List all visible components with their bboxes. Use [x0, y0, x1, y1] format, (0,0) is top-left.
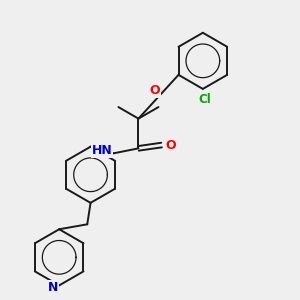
Text: N: N [48, 280, 58, 294]
Text: Cl: Cl [198, 93, 211, 106]
Text: O: O [149, 84, 160, 97]
Text: HN: HN [92, 144, 112, 157]
Text: O: O [166, 139, 176, 152]
